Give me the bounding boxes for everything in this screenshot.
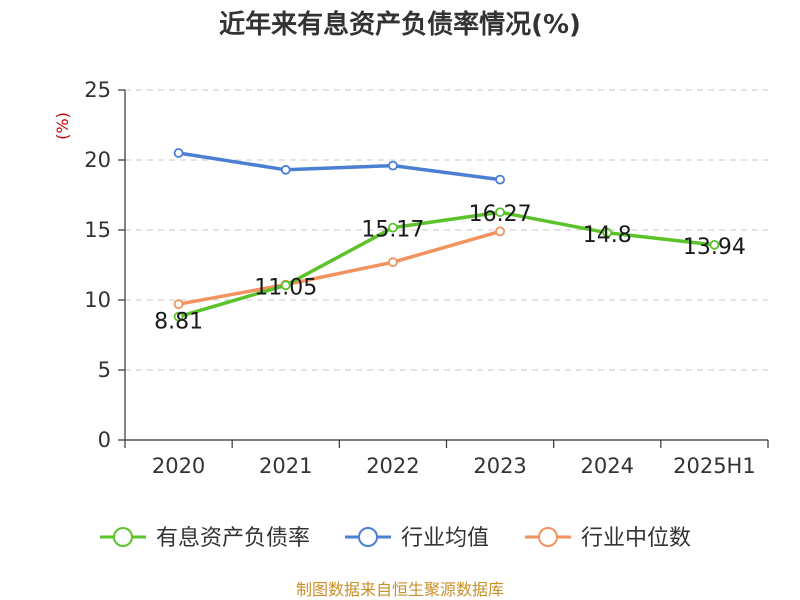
data-point <box>280 164 291 175</box>
legend-label: 有息资产负债率 <box>156 526 310 551</box>
data-point <box>602 227 613 238</box>
x-tick-label: 2020 <box>152 454 205 478</box>
y-tick-label: 5 <box>98 358 111 382</box>
data-point <box>173 148 184 158</box>
data-point <box>173 299 184 310</box>
data-point <box>495 207 505 218</box>
data-label: 15.17 <box>361 218 424 243</box>
data-point <box>173 311 184 322</box>
y-tick-label: 15 <box>84 218 111 242</box>
y-tick-label: 0 <box>98 428 111 452</box>
data-label: 11.05 <box>254 275 317 300</box>
data-point <box>709 239 720 250</box>
data-label: 13.94 <box>683 235 746 260</box>
data-point <box>388 257 398 268</box>
legend: 有息资产负债率 行业均值 行业中位数 <box>100 526 691 551</box>
legend-label: 行业中位数 <box>581 526 691 551</box>
data-label: 16.27 <box>469 202 532 227</box>
series <box>173 148 720 322</box>
series-line-2 <box>176 229 502 306</box>
data-point <box>388 160 398 171</box>
legend-swatch-marker <box>113 527 133 547</box>
series-line-1 <box>176 151 502 182</box>
y-unit-label: (%) <box>53 112 72 140</box>
grid <box>125 89 768 371</box>
y-tick-label: 10 <box>84 288 111 312</box>
data-point <box>495 226 505 237</box>
data-point <box>280 280 291 291</box>
x-tick-label: 2025H1 <box>673 454 756 478</box>
x-tick-label: 2023 <box>473 454 526 478</box>
y-tick-label: 25 <box>84 78 111 102</box>
legend-label: 行业均值 <box>401 526 489 551</box>
data-point <box>495 174 505 185</box>
axes: 0 5 10 15 20 25 2020 2021 2022 2023 2024 2025H1 <box>84 78 769 478</box>
x-tick-label: 2022 <box>366 454 419 478</box>
data-label: 8.81 <box>154 310 203 335</box>
data-labels: 8.81 11.05 15.17 16.27 14.8 13.94 <box>154 202 746 334</box>
data-label: 14.8 <box>583 223 632 248</box>
chart-title: 近年来有息资产负债率情况(%) <box>219 9 581 40</box>
legend-swatch-marker <box>538 527 558 547</box>
x-tick-label: 2024 <box>581 454 634 478</box>
legend-swatch-marker <box>358 527 378 547</box>
source-note: 制图数据来自恒生聚源数据库 <box>296 580 504 599</box>
x-tick-label: 2021 <box>259 454 312 478</box>
data-point <box>388 222 398 233</box>
series-line-0 <box>176 210 717 319</box>
y-tick-label: 20 <box>84 148 111 172</box>
